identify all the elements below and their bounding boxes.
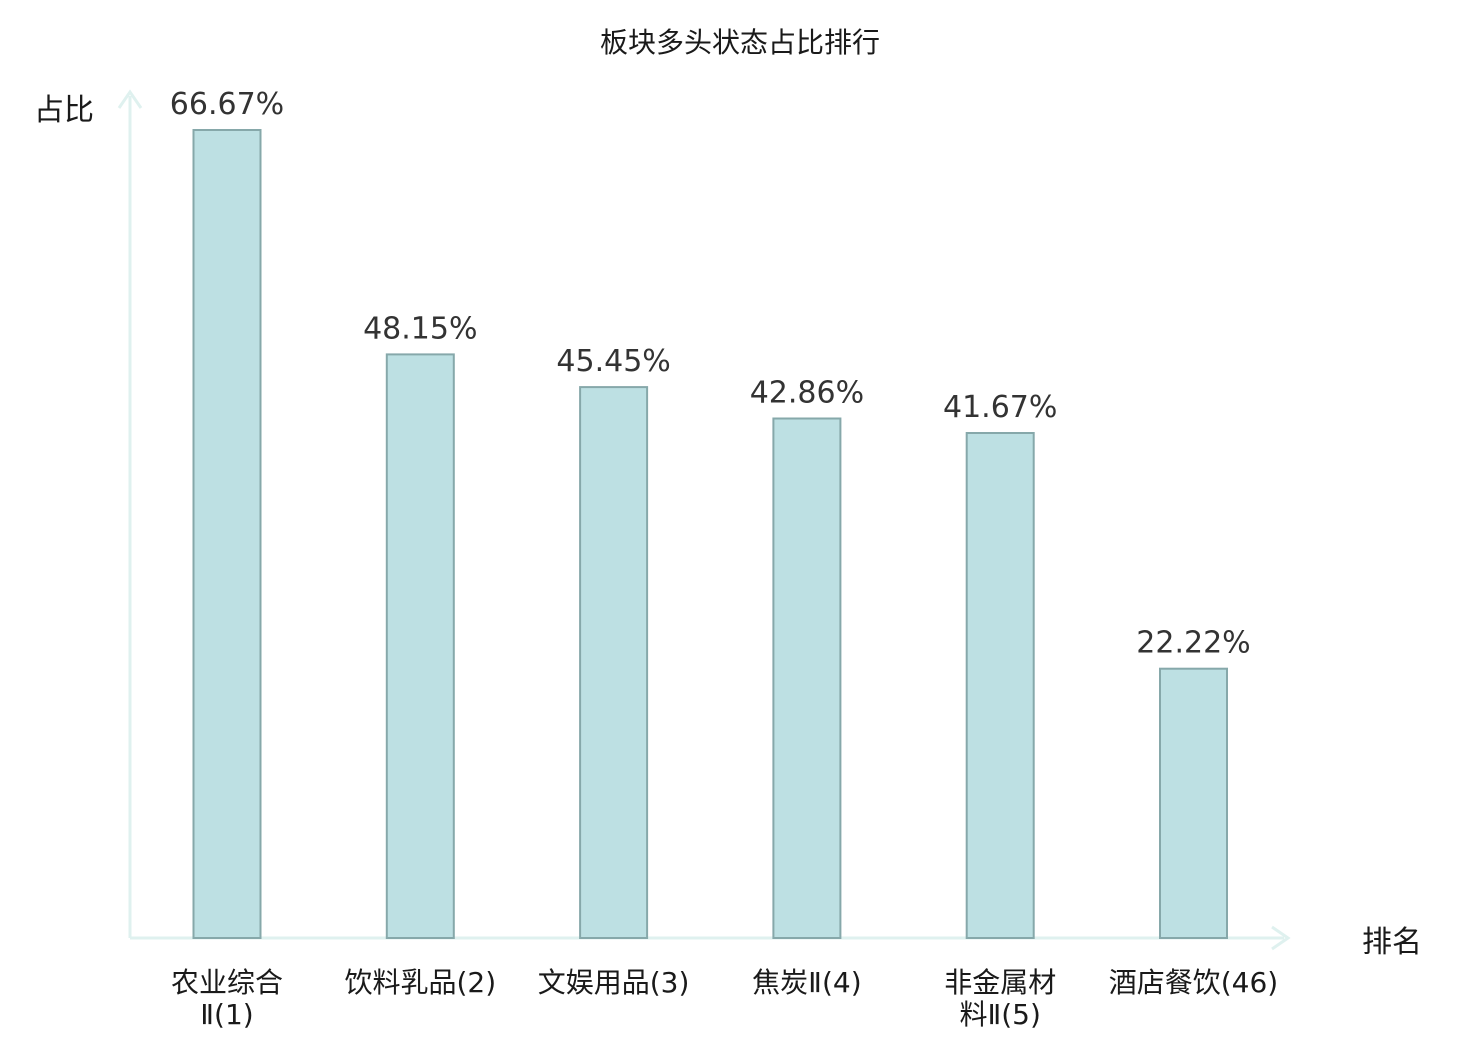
value-label-1: 66.67% xyxy=(170,87,284,122)
value-label-5: 41.67% xyxy=(943,390,1057,425)
value-label-3: 45.45% xyxy=(556,344,670,379)
bar-3 xyxy=(579,386,649,940)
bar-1 xyxy=(192,129,262,939)
category-label-6: 酒店餐饮(46) xyxy=(1109,966,1278,999)
category-label-4: 焦炭Ⅱ(4) xyxy=(752,966,861,999)
category-label-5-line-1: 非金属材 xyxy=(944,966,1056,999)
bar-2 xyxy=(385,353,455,939)
x-axis-label: 排名 xyxy=(1362,925,1422,960)
y-axis-arrow xyxy=(117,89,143,109)
x-axis-arrow xyxy=(1271,925,1291,951)
bar-6 xyxy=(1159,667,1228,939)
value-label-2: 48.15% xyxy=(363,311,477,346)
bar-4 xyxy=(772,417,842,939)
bar-group xyxy=(192,129,1228,940)
category-label-1-line-1: 农业综合 xyxy=(171,966,283,999)
category-label-1-line-2: Ⅱ(1) xyxy=(200,998,253,1031)
value-label-4: 42.86% xyxy=(750,376,864,411)
chart-title: 板块多头状态占比排行 xyxy=(600,26,880,59)
value-label-6: 22.22% xyxy=(1136,626,1250,661)
bar-5 xyxy=(965,432,1035,939)
category-label-5-line-2: 料Ⅱ(5) xyxy=(959,998,1040,1031)
y-axis-label: 占比 xyxy=(34,93,94,128)
category-label-3: 文娱用品(3) xyxy=(538,966,690,999)
category-label-2: 饮料乳品(2) xyxy=(344,966,496,999)
value-label-group: 66.67% 48.15% 45.45% 42.86% 41.67% 22.22% xyxy=(170,87,1251,661)
